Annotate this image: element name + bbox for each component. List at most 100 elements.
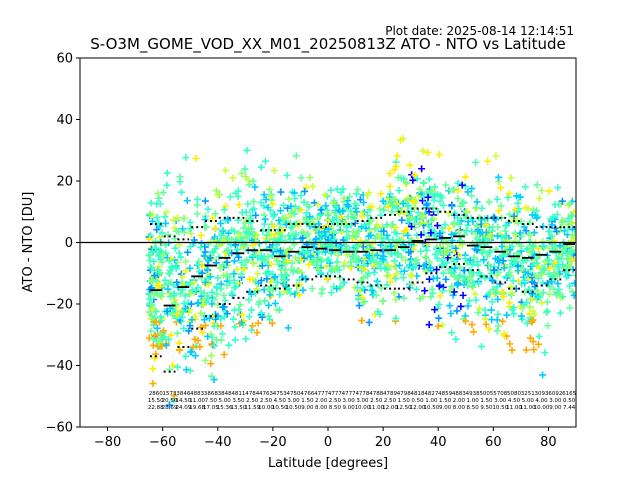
- scatter-point: [487, 306, 495, 314]
- scatter-point: [433, 222, 441, 230]
- scatter-point: [190, 278, 198, 286]
- scatter-point: [304, 249, 312, 257]
- scatter-point: [358, 209, 366, 217]
- scatter-point: [261, 297, 269, 305]
- scatter-point: [194, 299, 202, 307]
- scatter-point: [243, 234, 251, 242]
- scatter-point: [205, 314, 213, 322]
- y-tick-label: 0: [65, 236, 73, 251]
- scatter-point: [245, 296, 253, 304]
- scatter-point: [438, 193, 446, 201]
- scatter-point: [352, 257, 360, 265]
- scatter-point: [243, 146, 251, 154]
- scatter-point: [438, 321, 446, 329]
- scatter-point: [260, 202, 268, 210]
- scatter-point: [424, 149, 432, 157]
- scatter-point: [502, 222, 510, 230]
- scatter-point: [505, 210, 513, 218]
- scatter-point: [556, 242, 564, 250]
- scatter-point: [187, 300, 195, 308]
- scatter-point: [221, 297, 229, 305]
- scatter-point: [217, 285, 225, 293]
- scatter-point: [533, 286, 541, 294]
- bin-label: 20.50: [162, 398, 178, 404]
- bin-label: 10.00: [534, 405, 550, 411]
- scatter-point: [414, 209, 422, 217]
- scatter-point: [270, 222, 278, 230]
- scatter-point: [184, 299, 192, 307]
- scatter-point: [545, 256, 553, 264]
- scatter-cluster: [145, 189, 166, 388]
- scatter-point: [365, 318, 373, 326]
- scatter-point: [469, 279, 477, 287]
- scatter-point: [404, 202, 412, 210]
- scatter-point: [478, 343, 486, 351]
- scatter-point: [242, 216, 250, 224]
- scatter-point: [367, 257, 375, 265]
- scatter-point: [524, 270, 532, 278]
- scatter-point: [358, 267, 366, 275]
- scatter-point: [197, 243, 205, 251]
- scatter-point: [173, 214, 181, 222]
- scatter-point: [546, 290, 554, 298]
- bin-label: 4883: [452, 391, 466, 397]
- scatter-point: [379, 255, 387, 263]
- scatter-point: [384, 247, 392, 255]
- scatter-point: [182, 352, 190, 360]
- scatter-point: [510, 304, 518, 312]
- scatter-point: [297, 192, 305, 200]
- bin-label: 4766: [300, 391, 314, 397]
- scatter-point: [493, 316, 501, 324]
- scatter-point: [191, 335, 199, 343]
- scatter-point: [494, 322, 502, 330]
- scatter-point: [365, 232, 373, 240]
- scatter-point: [361, 298, 369, 306]
- scatter-point: [174, 329, 182, 337]
- scatter-point: [341, 259, 349, 267]
- scatter-point: [417, 219, 425, 227]
- scatter-point: [280, 201, 288, 209]
- scatter-point: [207, 352, 215, 360]
- scatter-point: [246, 275, 254, 283]
- scatter-point: [176, 346, 184, 354]
- bin-label: 3.00: [494, 398, 507, 404]
- bin-label: 3868: [204, 391, 218, 397]
- scatter-point: [517, 232, 525, 240]
- bin-label: 8.50: [467, 405, 480, 411]
- scatter-point: [332, 214, 340, 222]
- scatter-point: [149, 365, 157, 373]
- scatter-point: [502, 273, 510, 281]
- scatter-point: [335, 219, 343, 227]
- scatter-point: [472, 296, 480, 304]
- bin-label: 28.69: [162, 405, 178, 411]
- scatter-point: [189, 343, 197, 351]
- scatter-point: [550, 285, 558, 293]
- bin-label: 4.50: [274, 398, 287, 404]
- scatter-point: [425, 175, 433, 183]
- scatter-point: [175, 339, 183, 347]
- scatter-point: [380, 227, 388, 235]
- scatter-point: [390, 289, 398, 297]
- scatter-point: [392, 263, 400, 271]
- scatter-point: [385, 193, 393, 201]
- scatter-point: [192, 154, 200, 162]
- scatter-point: [178, 273, 186, 281]
- scatter-point: [334, 251, 342, 259]
- scatter-point: [192, 286, 200, 294]
- bin-label: 9.00: [439, 405, 452, 411]
- scatter-point: [395, 186, 403, 194]
- scatter-point: [455, 220, 463, 228]
- scatter-point: [454, 252, 462, 260]
- scatter-point: [300, 198, 308, 206]
- scatter-point: [523, 245, 531, 253]
- scatter-point: [209, 214, 217, 222]
- scatter-point: [450, 288, 458, 296]
- scatter-point: [529, 206, 537, 214]
- scatter-point: [283, 171, 291, 179]
- scatter-point: [214, 191, 222, 199]
- axes-layer: −80 −60 −40 −20 0 20 40 60 80 −60 −40 −20 0 20 40 60: [46, 52, 557, 451]
- scatter-point: [400, 294, 408, 302]
- scatter-point: [518, 304, 526, 312]
- scatter-point: [520, 223, 528, 231]
- scatter-point: [229, 174, 237, 182]
